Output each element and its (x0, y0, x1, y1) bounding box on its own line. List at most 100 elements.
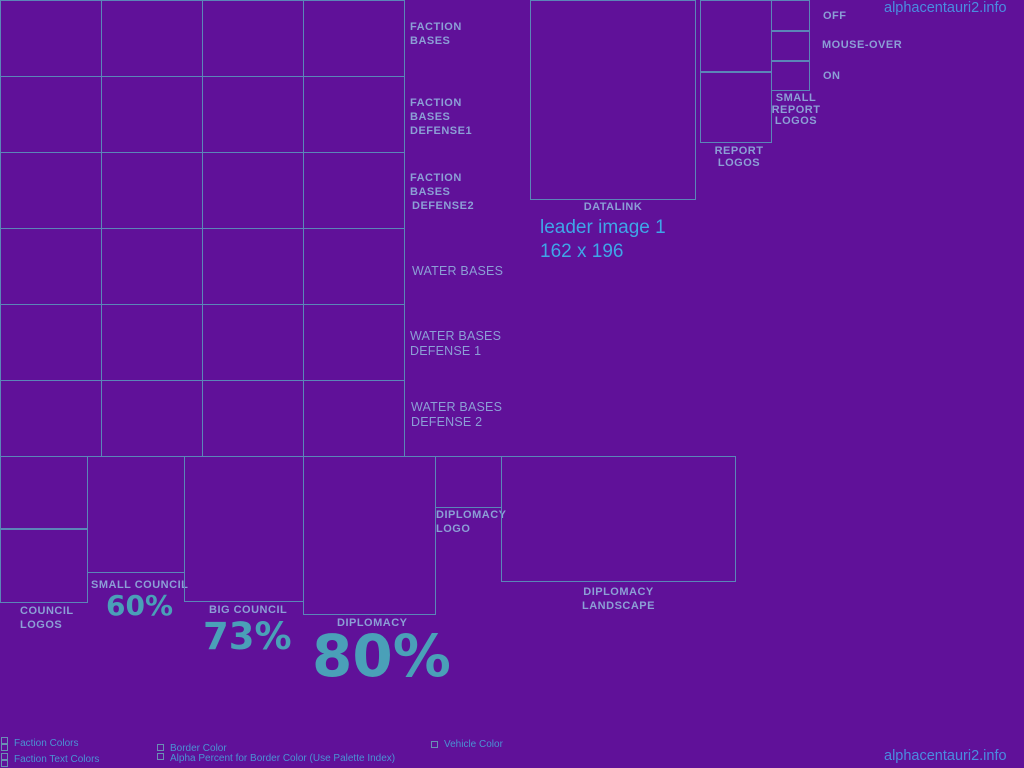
label-line: LOGOS (774, 115, 818, 127)
faction-text-colors-swatch (1, 753, 8, 760)
border-color-swatch (157, 744, 164, 751)
report-logo-cell (700, 71, 772, 143)
tile-cell (0, 380, 102, 457)
label-line: REPORT (771, 103, 821, 116)
border-color-label: Border Color (170, 743, 227, 754)
vehicle-color-swatch (431, 741, 438, 748)
small-report-logo-cell (771, 0, 810, 32)
small-council-frame (87, 456, 185, 573)
tile-cell (303, 76, 405, 153)
site-watermark-top: alphacentauri2.info (884, 0, 1007, 16)
leader-image-size: 162 x 196 (540, 241, 624, 262)
label-line: DEFENSE 2 (411, 415, 483, 429)
label-line: COUNCIL (20, 605, 74, 617)
diplomacy-landscape-frame (501, 456, 736, 582)
label-line: DIPLOMACY (583, 586, 654, 598)
water-bases-defense1-label: WATER BASES DEFENSE 1 (410, 329, 501, 359)
label-line: FACTION (410, 97, 462, 109)
small-council-percent: 60% (106, 589, 174, 622)
alpha-percent-label: Alpha Percent for Border Color (Use Pale… (170, 753, 396, 764)
faction-bases-defense1-label: FACTION BASES DEFENSE1 (410, 96, 472, 138)
label-line: FACTION (410, 172, 462, 184)
label-line: WATER BASES (412, 264, 504, 278)
small-report-logo-cell (771, 30, 810, 62)
site-watermark-bottom: alphacentauri2.info (884, 748, 1007, 764)
tile-cell (101, 152, 203, 229)
label-line: FACTION (410, 21, 462, 33)
tile-cell (0, 304, 102, 381)
state-off-label: OFF (823, 10, 847, 22)
label-line: SMALL (775, 92, 817, 104)
state-mouse-over-label: MOUSE-OVER (822, 39, 903, 51)
report-logos-label: REPORT LOGOS (700, 145, 778, 169)
faction-bases-label: FACTION BASES (410, 20, 462, 48)
datalink-frame (530, 0, 696, 200)
label-line: DIPLOMACY (436, 509, 507, 521)
faction-text-colors-swatch (1, 760, 8, 767)
big-council-percent: 73% (203, 615, 292, 658)
tile-cell (202, 380, 304, 457)
diplomacy-logo-label: DIPLOMACY LOGO (436, 508, 507, 536)
big-council-frame (184, 456, 304, 602)
water-bases-label: WATER BASES (412, 264, 503, 279)
tile-cell (101, 380, 203, 457)
tile-cell (0, 228, 102, 305)
diplomacy-landscape-label: DIPLOMACY LANDSCAPE (501, 585, 736, 613)
council-logo-cell (0, 456, 88, 530)
small-council-label: SMALL COUNCIL (91, 579, 189, 591)
label-line: LOGOS (20, 619, 63, 631)
state-on-label: ON (823, 70, 841, 82)
faction-text-colors-label: Faction Text Colors (14, 754, 100, 765)
council-logo-cell (0, 528, 88, 603)
tile-cell (303, 152, 405, 229)
faction-colors-swatch (1, 744, 8, 751)
diplomacy-percent: 80% (312, 622, 451, 690)
tile-cell (0, 152, 102, 229)
report-logo-cell (700, 0, 772, 73)
label-line: WATER BASES (411, 400, 503, 414)
tile-cell (202, 0, 304, 77)
datalink-label: DATALINK (583, 201, 643, 213)
faction-colors-swatch (1, 737, 8, 744)
small-report-logo-cell (771, 60, 810, 91)
tile-cell (303, 380, 405, 457)
tile-cell (0, 76, 102, 153)
tile-cell (0, 0, 102, 77)
tile-cell (303, 304, 405, 381)
tile-cell (303, 0, 405, 77)
tile-cell (202, 228, 304, 305)
label-line: DEFENSE 1 (410, 344, 482, 358)
faction-tile-grid (0, 0, 405, 457)
label-line: REPORT (714, 145, 764, 157)
label-line: BASES (410, 186, 451, 198)
label-line: BASES (410, 35, 451, 47)
council-logos-label: COUNCIL LOGOS (20, 604, 74, 632)
leader-image-caption: leader image 1 162 x 196 (540, 216, 666, 264)
diplomacy-label: DIPLOMACY (337, 617, 408, 629)
diplomacy-logo-frame (435, 456, 502, 508)
label-line: DEFENSE1 (410, 125, 473, 137)
tile-cell (202, 152, 304, 229)
label-line: LOGO (436, 523, 471, 535)
faction-colors-label: Faction Colors (14, 738, 79, 749)
label-line: DEFENSE2 (412, 200, 475, 212)
tile-cell (101, 304, 203, 381)
tile-cell (202, 304, 304, 381)
tile-cell (202, 76, 304, 153)
label-line: LOGOS (717, 157, 761, 169)
tile-cell (101, 76, 203, 153)
big-council-label: BIG COUNCIL (209, 604, 288, 616)
label-line: LANDSCAPE (582, 600, 655, 612)
vehicle-color-label: Vehicle Color (444, 739, 503, 750)
diplomacy-frame (303, 456, 436, 615)
tile-cell (101, 0, 203, 77)
alpha-percent-swatch (157, 753, 164, 760)
tile-cell (303, 228, 405, 305)
leader-image-title: leader image 1 (540, 217, 666, 238)
small-report-logos-label: SMALL REPORT LOGOS (768, 92, 824, 128)
water-bases-defense2-label: WATER BASES DEFENSE 2 (411, 400, 502, 430)
faction-bases-defense2-label: FACTION BASES DEFENSE2 (410, 171, 474, 213)
tile-cell (101, 228, 203, 305)
label-line: BASES (410, 111, 451, 123)
label-line: WATER BASES (410, 329, 502, 343)
